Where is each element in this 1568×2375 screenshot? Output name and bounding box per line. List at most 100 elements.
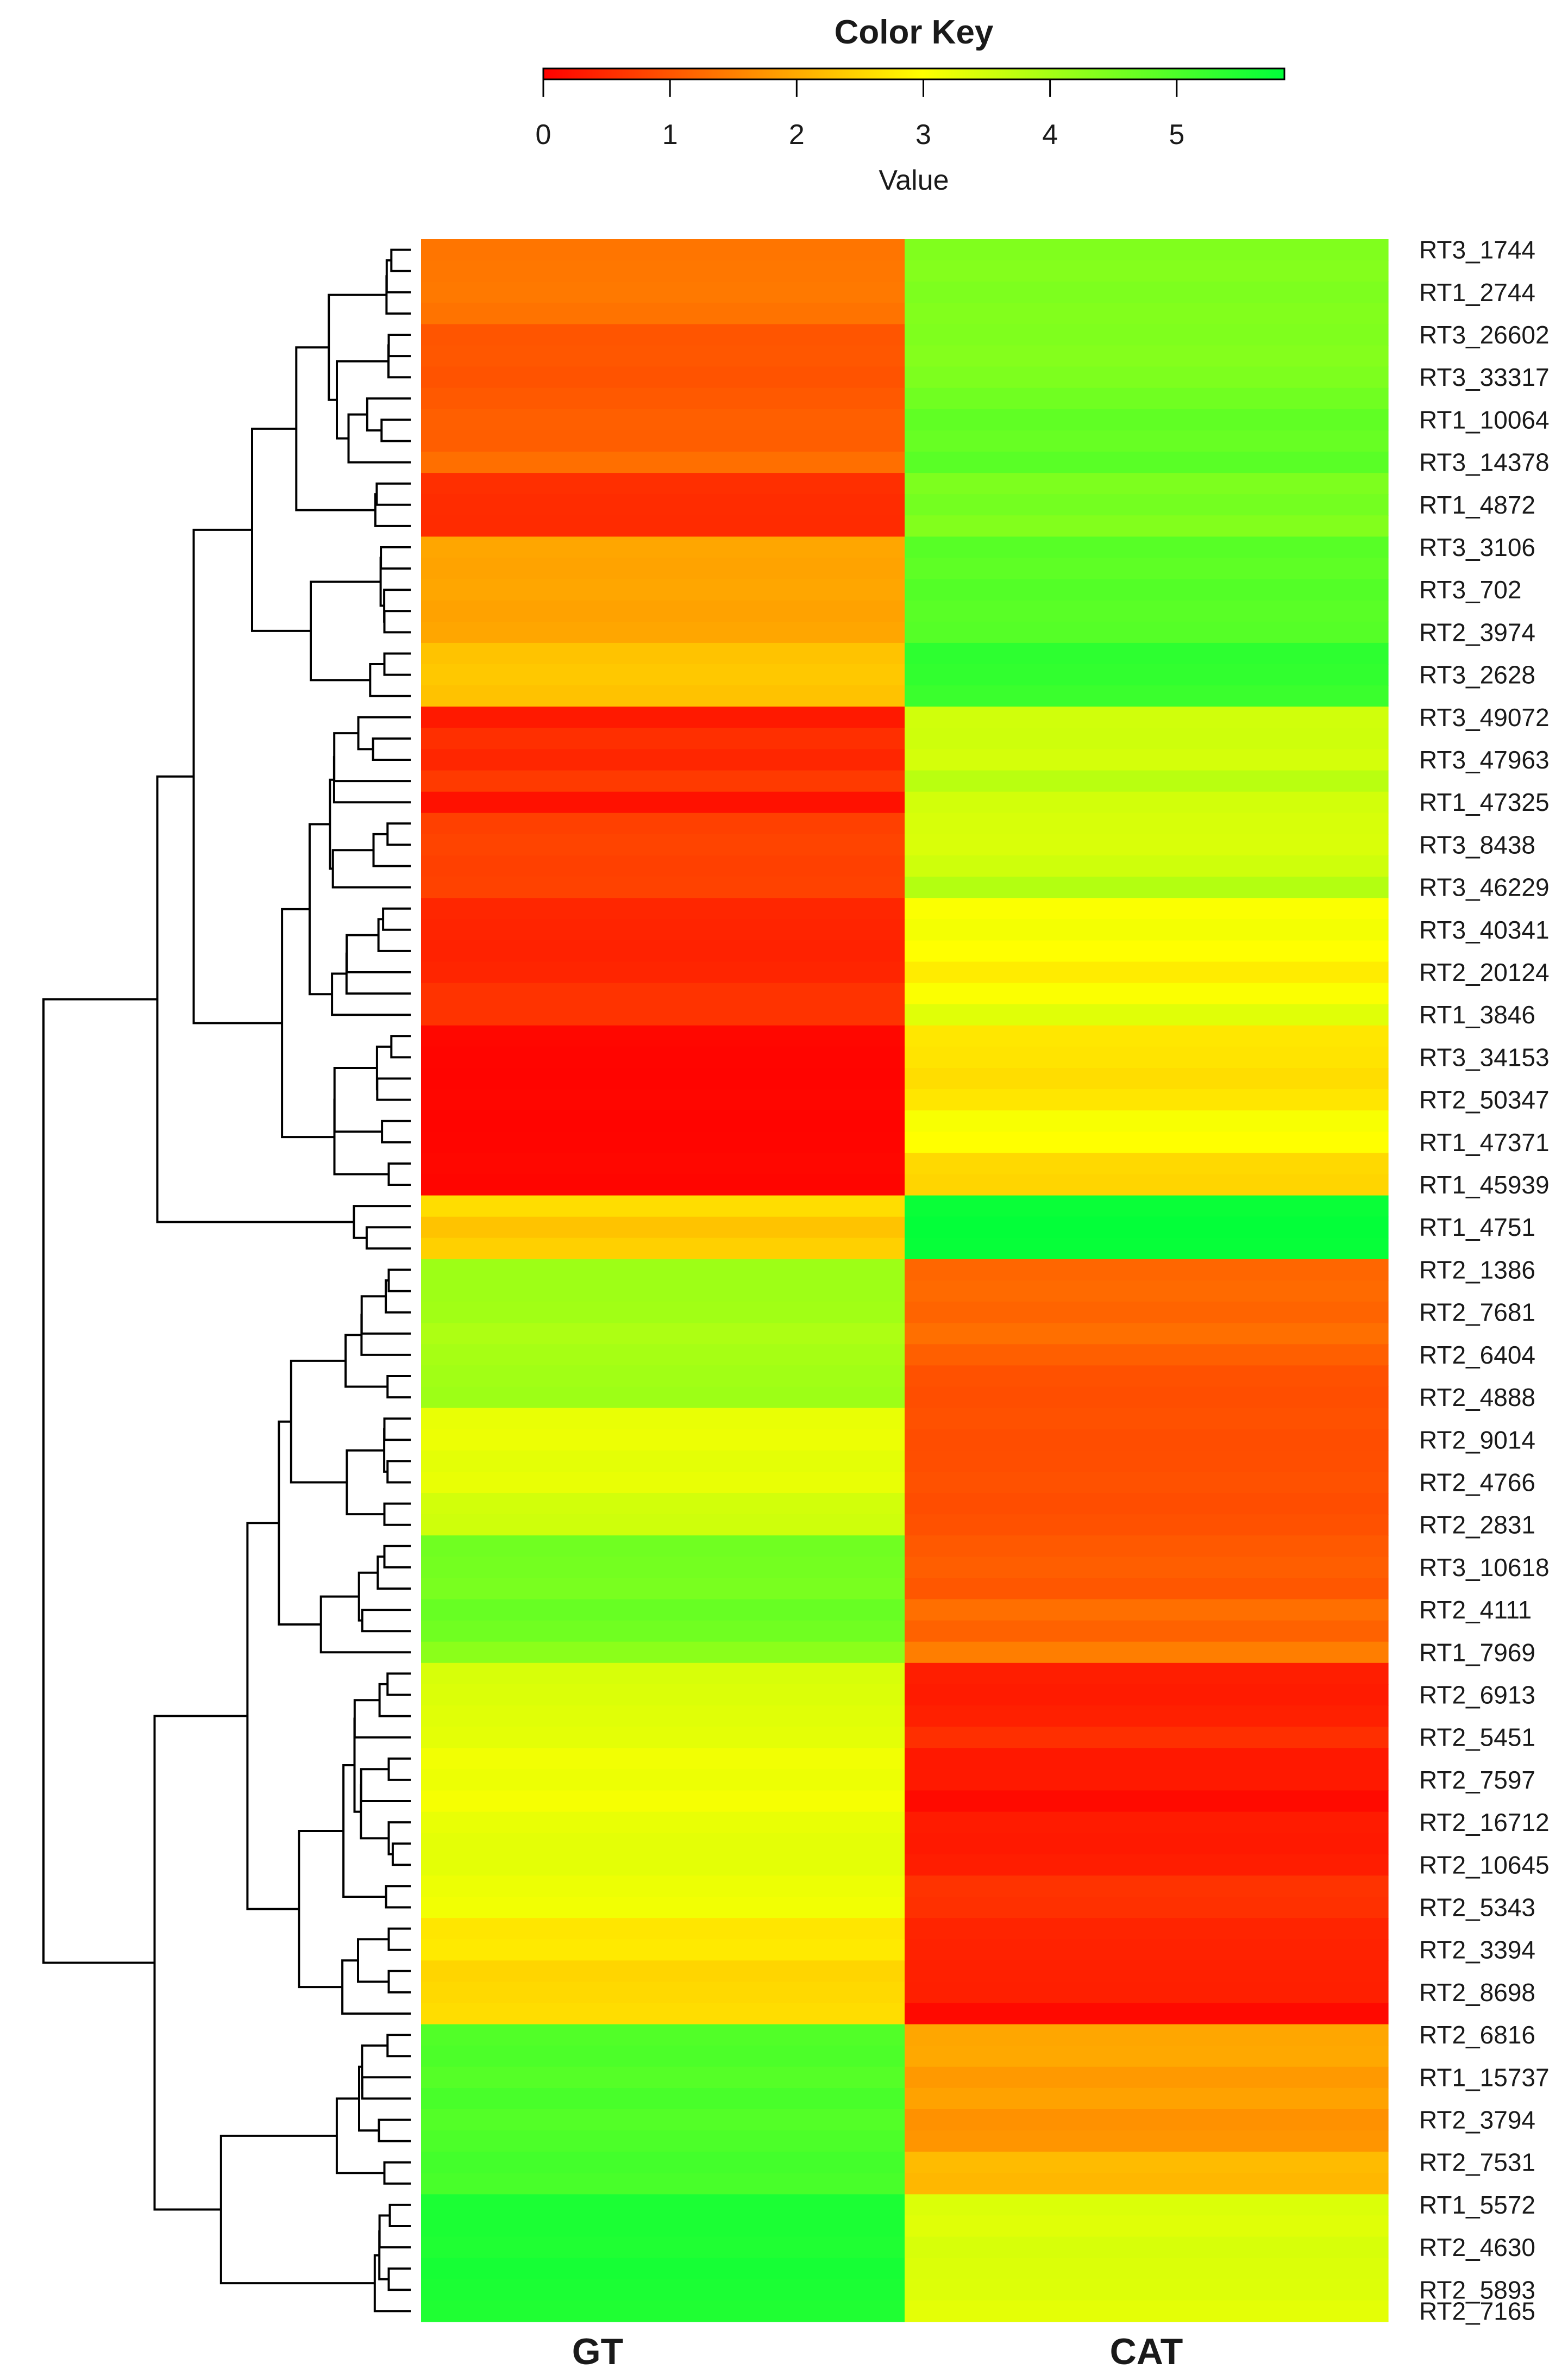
- dendrogram-branch: [372, 833, 411, 867]
- dendrogram-branch: [376, 1077, 411, 1101]
- row-label: RT1_10064: [1419, 405, 1550, 434]
- dendrogram-branch: [298, 1830, 344, 1989]
- heatmap-cell: [421, 1620, 905, 1642]
- dendrogram-branch: [383, 2161, 411, 2185]
- row-label: RT2_8698: [1419, 1978, 1535, 2007]
- heatmap-cell: [905, 1535, 1389, 1557]
- dendrogram-branch: [346, 934, 411, 973]
- heatmap-cell: [905, 1493, 1389, 1515]
- heatmap-cell: [421, 600, 905, 622]
- row-labels: RT3_1744 RT1_2744 RT3_26602 RT3_33317 RT1_10…: [1419, 236, 1550, 2326]
- heatmap-cell: [905, 707, 1389, 728]
- dendrogram-branch: [310, 580, 381, 682]
- heatmap-cell: [421, 919, 905, 941]
- dendrogram-branch: [357, 716, 411, 751]
- dendrogram-branch: [387, 2267, 411, 2291]
- dendrogram-branch: [381, 1120, 411, 1143]
- heatmap-cell: [905, 366, 1389, 389]
- dendrogram-branch: [308, 823, 333, 996]
- heatmap-cell: [421, 621, 905, 643]
- heatmap-cell: [421, 664, 905, 686]
- heatmap-cell: [905, 749, 1389, 771]
- heatmap-cell: [905, 388, 1389, 410]
- heatmap-cell: [905, 324, 1389, 346]
- dendrogram-branch: [246, 1522, 299, 1910]
- color-key-tick-label: 2: [789, 119, 805, 151]
- row-label: RT2_5451: [1419, 1723, 1535, 1752]
- heatmap-cell: [421, 1897, 905, 1918]
- heatmap-cell: [421, 940, 905, 962]
- heatmap-cell: [905, 1110, 1389, 1132]
- dendrogram-branch: [383, 610, 411, 634]
- heatmap-cell: [421, 707, 905, 728]
- heatmap-cell: [421, 1535, 905, 1557]
- dendrogram-branch: [335, 2097, 385, 2174]
- heatmap-cell: [905, 1727, 1389, 1748]
- heatmap-cell: [421, 324, 905, 346]
- row-label: RT3_1744: [1419, 236, 1535, 264]
- dendrogram-branch: [387, 1821, 411, 1855]
- heatmap-cell: [421, 791, 905, 814]
- heatmap-cell: [421, 1769, 905, 1791]
- heatmap-cell: [421, 1068, 905, 1090]
- heatmap-cells: [421, 239, 1389, 2322]
- heatmap-cell: [905, 2130, 1389, 2152]
- heatmap-cell: [421, 855, 905, 877]
- heatmap-cell: [421, 1046, 905, 1068]
- row-label: RT3_34153: [1419, 1043, 1550, 1071]
- dendrogram-branch: [377, 918, 411, 952]
- heatmap-cell: [905, 1216, 1389, 1239]
- row-label: RT2_3794: [1419, 2106, 1535, 2134]
- heatmap-cell: [421, 1960, 905, 1982]
- heatmap-cell: [421, 2109, 905, 2131]
- heatmap-cell: [905, 494, 1389, 516]
- heatmap-cell: [421, 1365, 905, 1388]
- dendrogram-branch: [341, 1959, 411, 2015]
- heatmap-cell: [421, 2194, 905, 2216]
- heatmap-cell: [421, 728, 905, 749]
- dendrogram-branch: [278, 1420, 321, 1626]
- color-key-title: Color Key: [835, 14, 994, 51]
- dendrogram-branch: [365, 1226, 411, 1250]
- heatmap-cell: [421, 409, 905, 431]
- heatmap-cell: [905, 1471, 1389, 1493]
- heatmap-cell: [421, 1323, 905, 1345]
- heatmap-cell: [421, 430, 905, 452]
- heatmap-cell: [905, 1833, 1389, 1855]
- heatmap-cell: [421, 1216, 905, 1239]
- heatmap-cell: [421, 388, 905, 410]
- row-label: RT2_50347: [1419, 1086, 1550, 1114]
- row-label: RT2_20124: [1419, 958, 1550, 986]
- heatmap-cell: [905, 1259, 1389, 1281]
- dendrogram-branch: [290, 1359, 347, 1484]
- heatmap-cell: [421, 898, 905, 920]
- row-label: RT3_33317: [1419, 363, 1550, 391]
- dendrogram-branch: [353, 1699, 411, 1739]
- heatmap-cell: [421, 1599, 905, 1621]
- heatmap-cell: [905, 664, 1389, 686]
- heatmap-cell: [905, 1939, 1389, 1961]
- dendrogram-branch: [386, 822, 411, 846]
- heatmap-cell: [905, 1429, 1389, 1451]
- dendrogram-branch: [385, 275, 411, 315]
- row-label: RT2_4111: [1419, 1596, 1532, 1624]
- dendrogram-branch: [378, 1683, 411, 1717]
- heatmap-cell: [905, 1599, 1389, 1621]
- heatmap-cell: [905, 1897, 1389, 1918]
- row-label: RT2_16712: [1419, 1808, 1550, 1836]
- dendrogram-branch: [361, 2076, 411, 2100]
- dendrogram-branch: [387, 1162, 411, 1186]
- dendrogram-branch: [385, 1885, 411, 1909]
- heatmap-cell: [905, 1918, 1389, 1940]
- heatmap-cell: [905, 536, 1389, 559]
- heatmap-cell: [421, 2066, 905, 2089]
- color-key-tick-label: 1: [662, 119, 678, 151]
- heatmap-cell: [421, 494, 905, 516]
- dendrogram-branch: [328, 293, 387, 401]
- heatmap-cell: [421, 1408, 905, 1430]
- heatmap-cell: [905, 515, 1389, 537]
- dendrogram-branch: [383, 652, 411, 676]
- dendrogram-branch: [369, 663, 411, 697]
- row-label: RT3_26602: [1419, 321, 1550, 349]
- row-label: RT2_7681: [1419, 1298, 1535, 1327]
